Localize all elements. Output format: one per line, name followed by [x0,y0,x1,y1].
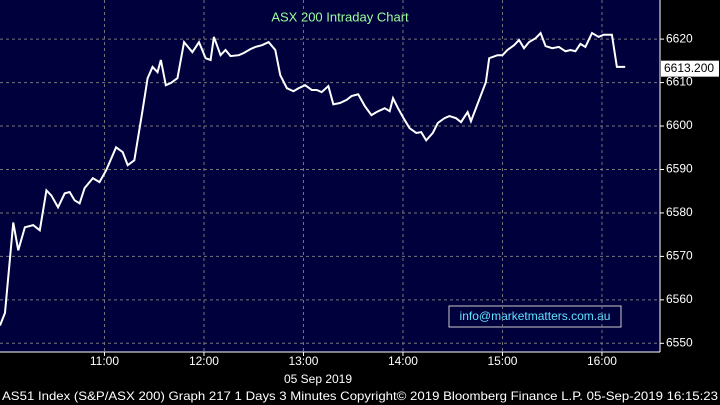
y-tick-label: 6560 [666,292,693,306]
x-tick-label: 16:00 [587,354,617,368]
y-tick-label: 6610 [666,75,693,89]
y-tick-label: 6590 [666,162,693,176]
y-tick-label: 6620 [666,31,693,45]
watermark: info@marketmatters.com.au [460,309,611,323]
last-price-box [661,60,719,77]
y-tick-label: 6570 [666,249,693,263]
x-tick-label: 14:00 [388,354,418,368]
x-tick-label: 11:00 [90,354,119,368]
footer: AS51 Index (S&P/ASX 200) Graph 217 1 Day… [2,389,718,403]
plot-area [0,0,660,352]
y-tick-label: 6550 [666,335,693,349]
x-tick-label: 13:00 [288,354,318,368]
x-tick-label: 15:00 [487,354,517,368]
chart-title: ASX 200 Intraday Chart [271,9,409,24]
price-line [0,31,626,326]
y-tick-label: 6600 [666,118,693,132]
watermark-box [448,305,622,328]
x-tick-label: 12:00 [189,354,219,368]
y-tick-label: 6580 [666,205,693,219]
last-price-label: 6613.200 [664,61,714,75]
x-axis-label: 05 Sep 2019 [284,372,352,386]
